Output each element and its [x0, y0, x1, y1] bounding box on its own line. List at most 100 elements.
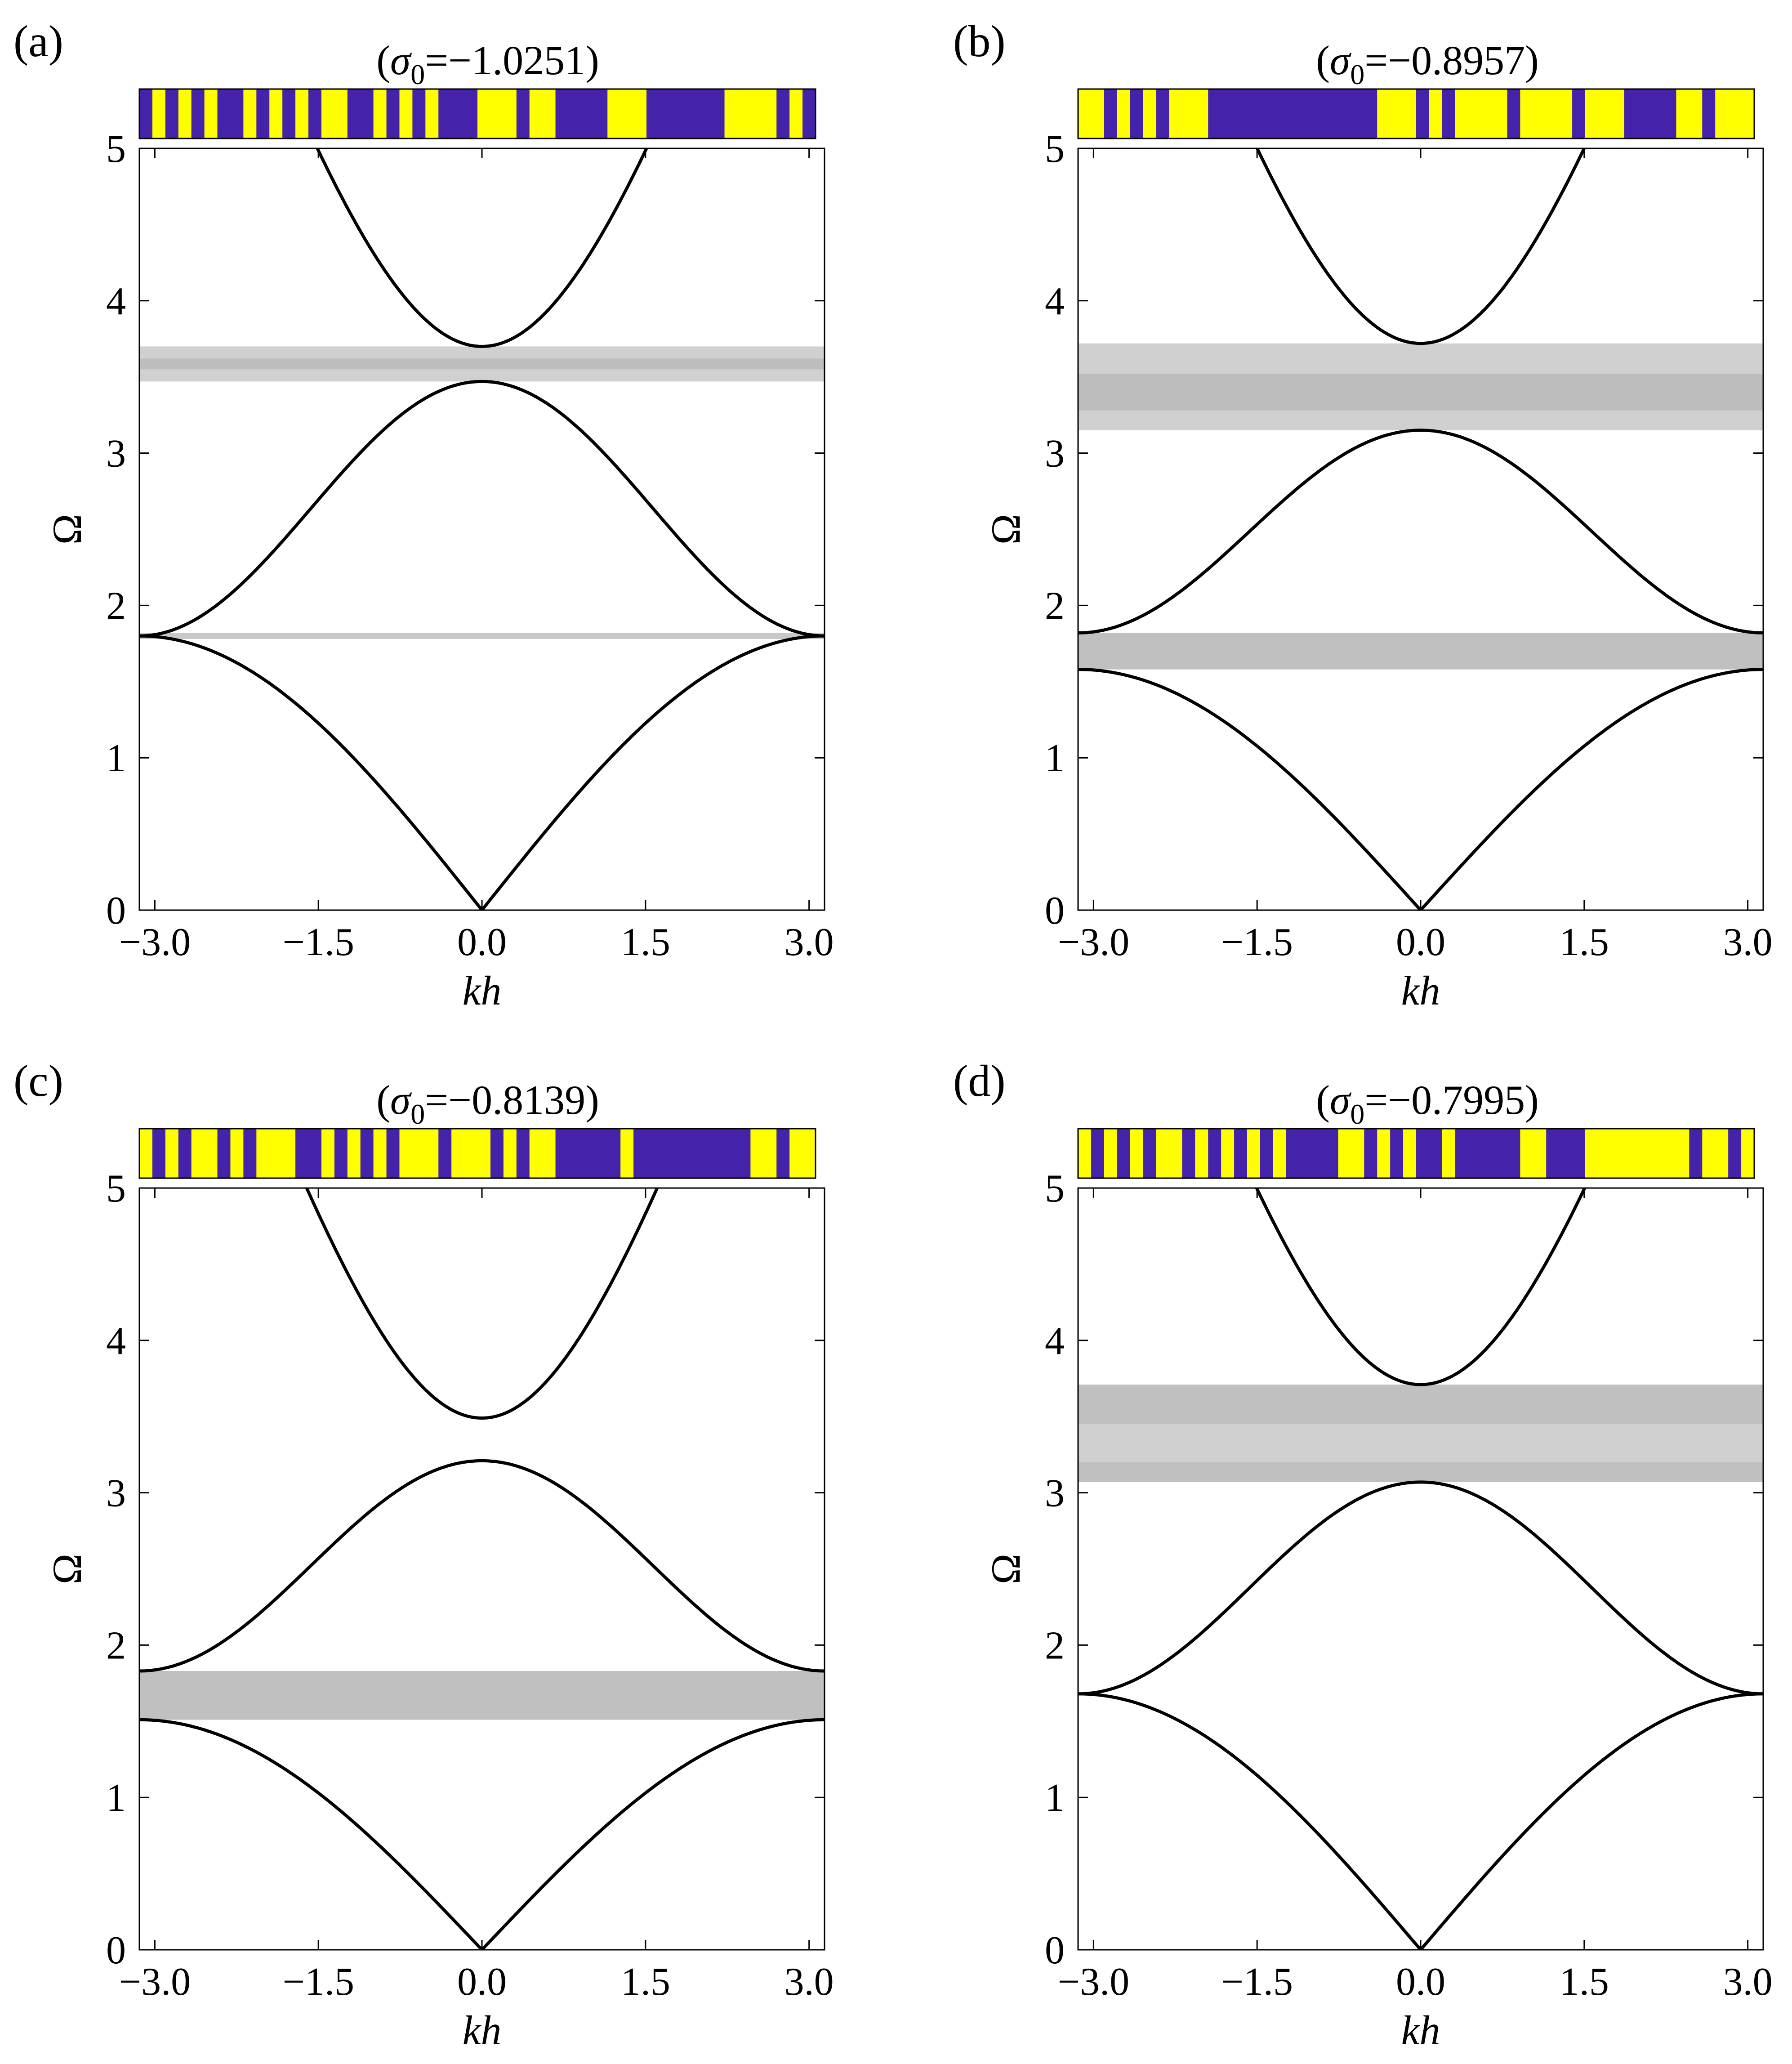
- strip-cell: [1312, 1129, 1326, 1178]
- y-tick-label: 3: [1045, 432, 1065, 476]
- strip-cell: [529, 1129, 543, 1178]
- strip-cell: [347, 1129, 361, 1178]
- strip-cell: [789, 89, 803, 138]
- y-tick-label: 4: [1045, 280, 1065, 323]
- strip-cell: [568, 89, 582, 138]
- strip-cell: [399, 89, 413, 138]
- strip-cell: [477, 1129, 491, 1178]
- strip-cell: [1572, 1129, 1586, 1178]
- strip-cell: [1377, 89, 1391, 138]
- title-subscript: 0: [410, 58, 425, 90]
- x-tick-label: −1.5: [282, 1960, 354, 2004]
- strip-cell: [204, 1129, 218, 1178]
- strip-cell: [1637, 89, 1651, 138]
- strip-cell: [516, 89, 530, 138]
- strip-cell: [1143, 1129, 1157, 1178]
- strip-cell: [360, 1129, 374, 1178]
- strip-cell: [568, 1129, 582, 1178]
- strip-cell: [1234, 89, 1248, 138]
- strip-cell: [1585, 89, 1599, 138]
- strip-cell: [763, 89, 777, 138]
- strip-cell: [217, 1129, 231, 1178]
- strip-cell: [1507, 89, 1520, 138]
- strip-cell: [802, 1129, 816, 1178]
- strip-cell: [1442, 1129, 1456, 1178]
- strip-cell: [750, 89, 764, 138]
- strip-cell: [1520, 1129, 1533, 1178]
- y-axis-label: Ω: [44, 514, 90, 545]
- strip-cell: [594, 1129, 608, 1178]
- strip-cell: [1325, 1129, 1339, 1178]
- strip-cell: [685, 89, 699, 138]
- strip-cell: [698, 89, 712, 138]
- unit-cell-strip: [1077, 88, 1755, 139]
- strip-cell: [672, 1129, 686, 1178]
- x-tick-label: 0.0: [1396, 1960, 1445, 2004]
- x-axis-label: kh: [463, 2007, 502, 2053]
- title-symbol: σ: [390, 37, 412, 83]
- strip-cell: [1221, 1129, 1235, 1178]
- strip-cell: [191, 1129, 205, 1178]
- strip-cell: [347, 89, 361, 138]
- strip-cell: [1741, 89, 1755, 138]
- strip-cell: [1403, 89, 1417, 138]
- strip-cell: [711, 1129, 725, 1178]
- plot-frame: [138, 1187, 825, 1951]
- x-tick-label: 3.0: [1723, 1960, 1773, 2004]
- y-tick-label: 5: [1045, 127, 1065, 171]
- strip-cell: [1247, 89, 1261, 138]
- plot-frame: [138, 147, 825, 911]
- panel-title: (σ0=−0.7995): [1316, 1077, 1538, 1130]
- strip-cell: [1091, 1129, 1105, 1178]
- dispersion-curve: [1078, 1692, 1763, 1950]
- title-prefix: (: [1316, 37, 1330, 83]
- strip-cell: [1702, 89, 1716, 138]
- strip-cell: [204, 89, 218, 138]
- strip-cell: [412, 1129, 426, 1178]
- y-tick-label: 3: [106, 432, 126, 476]
- strip-cell: [295, 1129, 309, 1178]
- x-tick-label: −3.0: [119, 1960, 191, 2004]
- strip-cell: [1104, 89, 1118, 138]
- strip-cell: [1234, 1129, 1248, 1178]
- strip-cell: [1338, 89, 1351, 138]
- y-tick-label: 4: [106, 1319, 126, 1363]
- strip-cell: [1390, 89, 1404, 138]
- y-tick-label: 2: [1045, 584, 1065, 628]
- strip-cell: [1416, 89, 1430, 138]
- strip-cell: [1676, 1129, 1689, 1178]
- title-prefix: (: [1316, 1077, 1330, 1123]
- strip-cell: [1429, 1129, 1443, 1178]
- strip-cell: [1351, 89, 1364, 138]
- strip-cell: [1117, 89, 1131, 138]
- dispersion-curve: [316, 148, 648, 348]
- x-tick-label: −1.5: [282, 920, 354, 964]
- band-gap: [139, 633, 825, 639]
- strip-cell: [1494, 89, 1508, 138]
- strip-cell: [178, 1129, 192, 1178]
- title-value: =−0.7995): [1364, 1077, 1538, 1123]
- y-tick-label: 0: [106, 889, 126, 933]
- plot-area: [139, 1188, 825, 1950]
- strip-cell: [308, 89, 322, 138]
- x-tick-label: 0.0: [457, 1960, 507, 2004]
- strip-cell: [1676, 89, 1689, 138]
- strip-cell: [1325, 89, 1339, 138]
- strip-cell: [1377, 1129, 1391, 1178]
- strip-cell: [1364, 89, 1377, 138]
- strip-cell: [308, 1129, 322, 1178]
- strip-cell: [1247, 1129, 1261, 1178]
- panel-title: (σ0=−0.8957): [1316, 37, 1538, 90]
- title-subscript: 0: [410, 1098, 425, 1130]
- plot-area: [1078, 1188, 1763, 1950]
- strip-cell: [529, 89, 543, 138]
- strip-cell: [1689, 1129, 1703, 1178]
- plot-frame: [1077, 1187, 1764, 1951]
- strip-cell: [386, 89, 400, 138]
- title-prefix: (: [376, 1077, 390, 1123]
- strip-cell: [633, 89, 647, 138]
- strip-cell: [620, 1129, 634, 1178]
- strip-cell: [438, 1129, 452, 1178]
- strip-cell: [256, 1129, 270, 1178]
